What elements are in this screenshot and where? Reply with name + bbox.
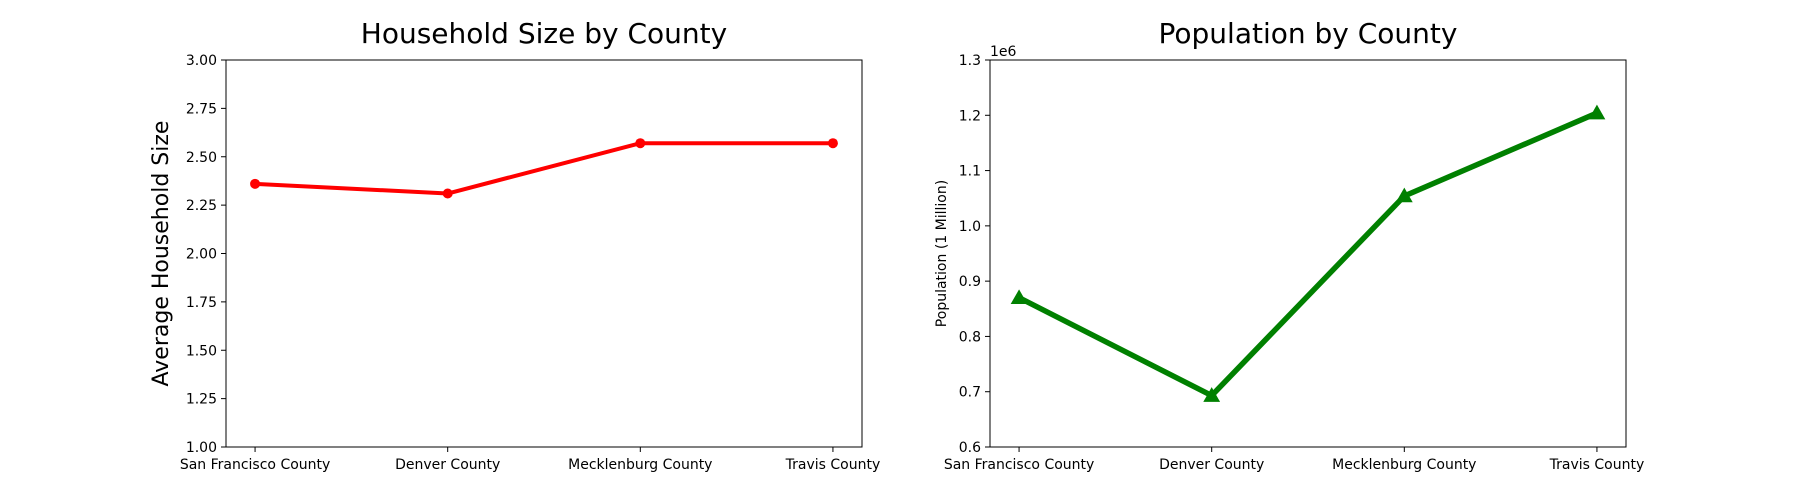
data-point: [1395, 187, 1413, 203]
plot-area: 1.00 1.25 1.50 1.75 2.00 2.25 2.50 2.75 3.00 San …: [180, 53, 880, 473]
data-point: [1588, 104, 1606, 120]
y-tick-label: 1.3: [959, 53, 981, 69]
y-tick-label: 2.75: [186, 101, 217, 117]
series-line: [254, 141, 833, 196]
axes-frame: [989, 59, 1627, 448]
axes-frame: [225, 59, 863, 448]
x-tick-label: San Francisco County: [944, 457, 1095, 473]
y-tick-label: 1.2: [959, 108, 981, 124]
y-tick-label: 2.00: [186, 247, 217, 263]
y-axis-label: Population (1 Million): [934, 180, 950, 327]
x-tick-label: Travis County: [1549, 457, 1645, 473]
y-tick-label: 1.00: [186, 440, 217, 456]
x-tick-label: Denver County: [395, 457, 500, 473]
y-tick-label: 3.00: [186, 53, 217, 69]
population-chart: Population by County Population (1 Milli…: [934, 17, 1644, 473]
data-point: [1203, 387, 1221, 402]
data-point: [442, 188, 453, 199]
y-tick-label: 0.8: [959, 329, 981, 345]
chart-title: Population by County: [1159, 17, 1458, 50]
x-tick-label: Mecklenburg County: [568, 457, 712, 473]
plot-area: 0.6 0.7 0.8 0.9 1.0 1.1 1.2 1.3 San Francisco Co…: [944, 53, 1644, 473]
y-tick-label: 1.75: [186, 295, 217, 311]
x-tick-label: Denver County: [1159, 457, 1264, 473]
data-point: [250, 178, 261, 189]
household-size-chart: Household Size by County Average Househo…: [149, 17, 880, 473]
x-tick-label: Travis County: [785, 457, 881, 473]
y-tick-label: 2.25: [186, 198, 217, 214]
y-axis-label: Average Household Size: [149, 121, 174, 387]
y-axis-offset-label: 1e6: [990, 44, 1017, 60]
x-tick-label: Mecklenburg County: [1332, 457, 1476, 473]
y-tick-label: 0.6: [959, 440, 981, 456]
data-point: [827, 138, 838, 149]
data-point: [1010, 289, 1028, 305]
y-tick-label: 1.1: [959, 164, 981, 180]
y-tick-label: 0.7: [959, 385, 981, 401]
data-point: [635, 138, 646, 149]
series-line: [1017, 110, 1599, 399]
y-tick-label: 1.0: [959, 219, 981, 235]
x-tick-label: San Francisco County: [180, 457, 331, 473]
y-tick-label: 2.50: [186, 150, 217, 166]
y-tick-label: 1.25: [186, 392, 217, 408]
y-tick-label: 1.50: [186, 343, 217, 359]
y-tick-label: 0.9: [959, 274, 981, 290]
chart-title: Household Size by County: [361, 17, 727, 50]
